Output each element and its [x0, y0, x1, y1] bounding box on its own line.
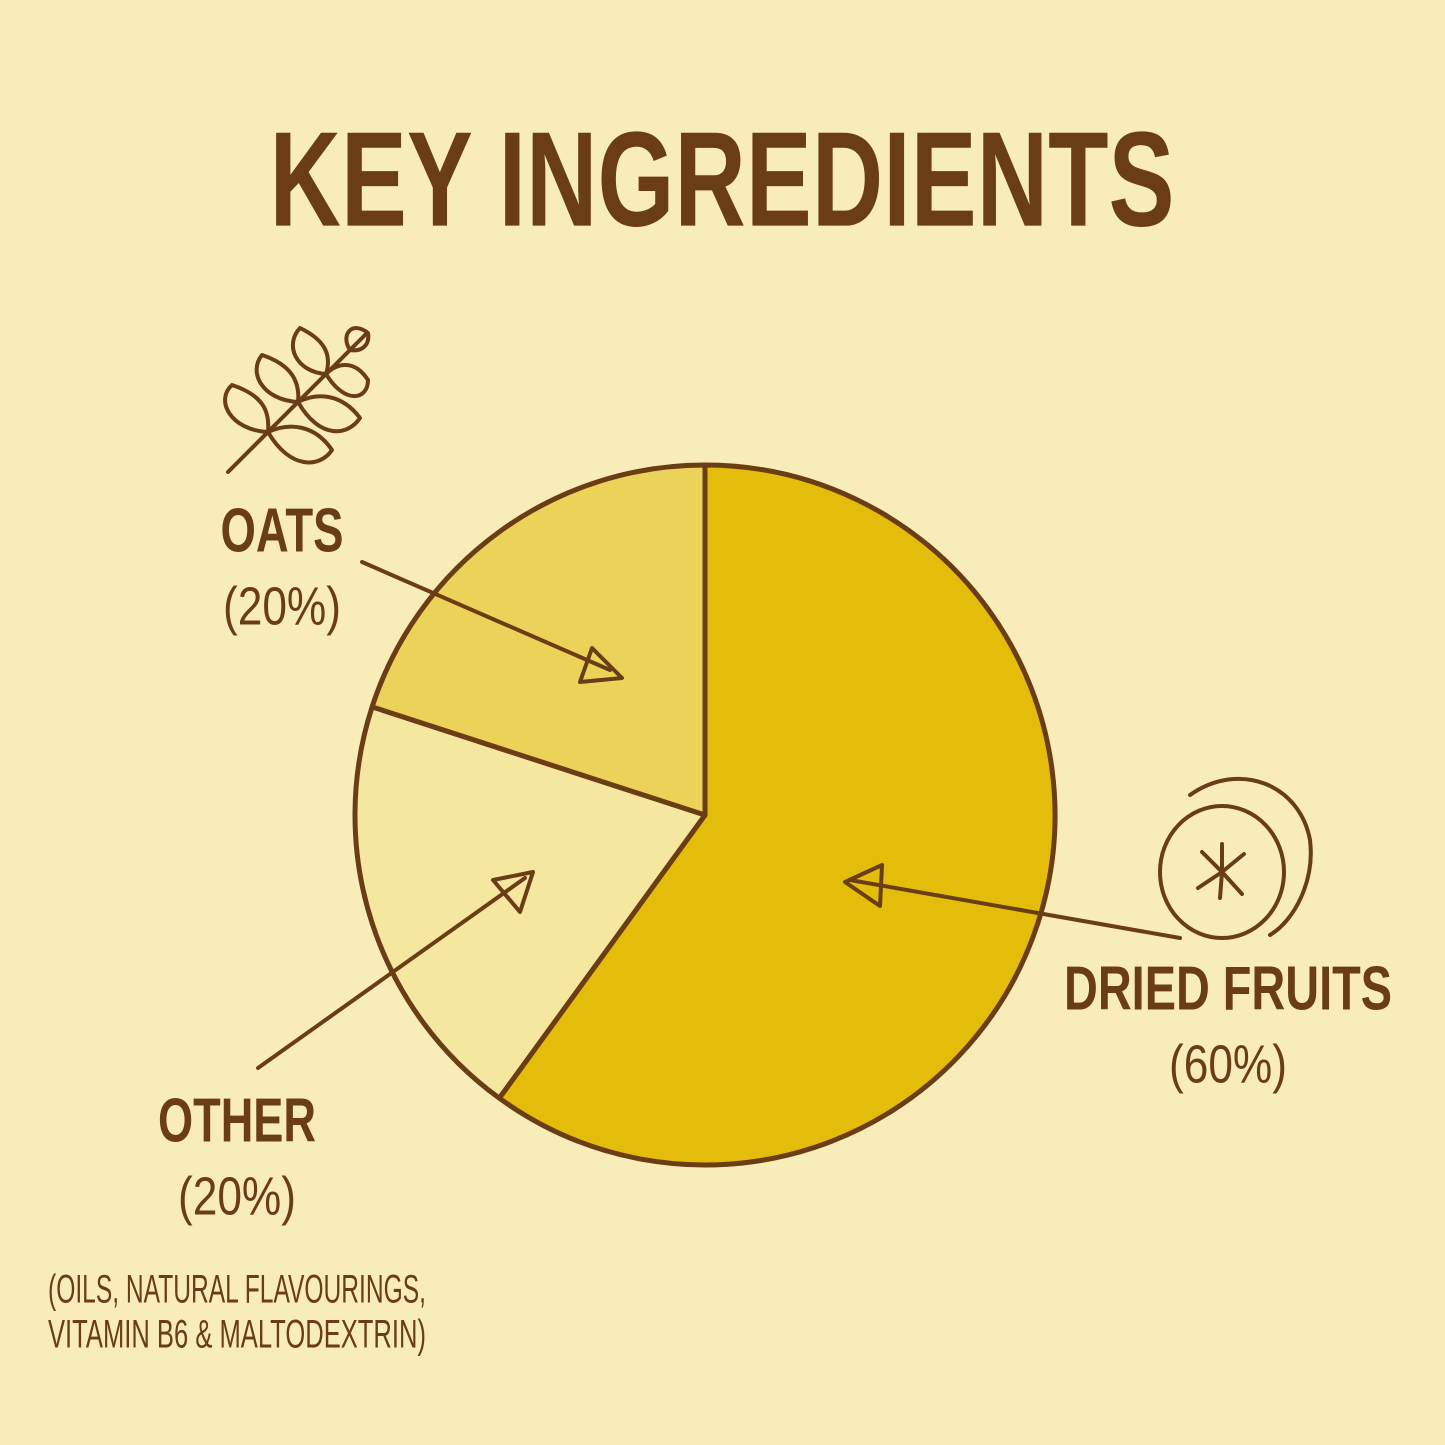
slice-label: OATS	[221, 496, 344, 565]
wheat-grain	[254, 353, 301, 404]
arrows	[256, 560, 1182, 1070]
wheat-grain	[290, 326, 331, 376]
arrow-head	[578, 646, 624, 684]
slice-face	[1158, 804, 1286, 940]
slice-value-label: (60%)	[1169, 1034, 1287, 1094]
pie	[352, 462, 1058, 1168]
arrow-head	[491, 870, 535, 914]
slice-seeds	[1196, 842, 1246, 900]
arrow	[256, 876, 527, 1070]
wheat-grain	[266, 424, 334, 465]
slice-value-label: (20%)	[223, 576, 341, 636]
banana-icon	[1158, 776, 1313, 940]
wheat-grain	[296, 394, 362, 434]
wheat-icon	[223, 326, 371, 474]
slice-value-label: (20%)	[178, 1166, 296, 1226]
chart-title: KEY INGREDIENTS	[270, 104, 1175, 255]
arrow	[360, 560, 612, 672]
wheat-grain	[344, 326, 371, 353]
slice-label: OTHER	[158, 1086, 316, 1155]
arrow-head	[843, 863, 884, 908]
pie-slice	[352, 704, 708, 1101]
pie-slice	[496, 462, 1058, 1168]
slice-label: DRIED FRUITS	[1064, 954, 1392, 1023]
wheat-grain	[324, 363, 370, 398]
wheat-grain	[223, 383, 271, 434]
arrow	[848, 878, 1182, 940]
labels: (OILS, NATURAL FLAVOURINGS, VITAMIN B6 &…	[48, 496, 1392, 1356]
slice-rim	[1188, 776, 1313, 937]
note-line: (OILS, NATURAL FLAVOURINGS,	[48, 1268, 426, 1312]
note-line: VITAMIN B6 & MALTODEXTRIN)	[48, 1313, 426, 1357]
